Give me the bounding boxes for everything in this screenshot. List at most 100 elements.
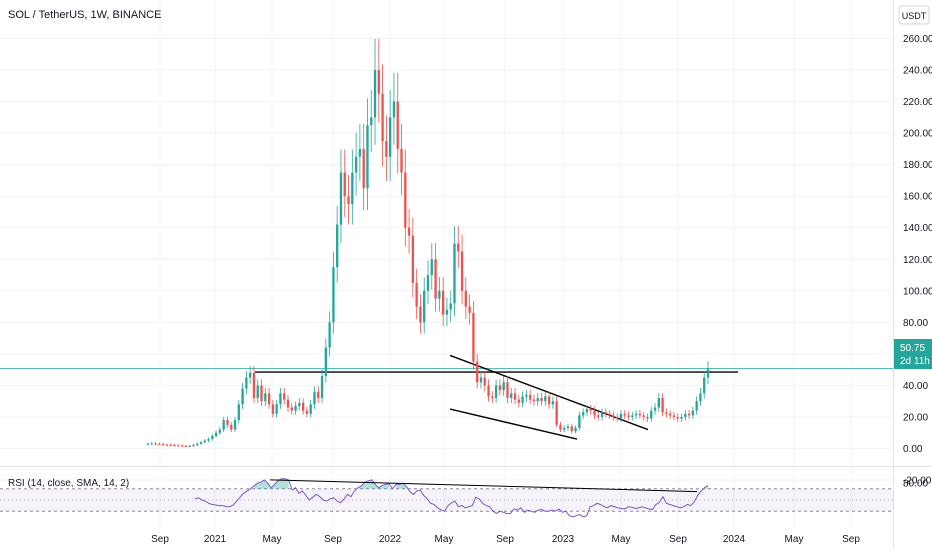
candle [419, 294, 422, 334]
candles [146, 38, 710, 448]
candle [695, 396, 698, 415]
candle [286, 394, 290, 412]
rsi-pane: 80.00 [0, 478, 928, 518]
candle [627, 411, 630, 421]
candle [154, 442, 157, 446]
candle [680, 413, 683, 422]
price-axis: 260.00 240.00 220.00 200.00 180.00 160.00 140.… [903, 34, 932, 487]
currency-button[interactable]: USDT [898, 5, 930, 25]
candle [676, 413, 679, 422]
candle [256, 379, 259, 404]
candle [517, 394, 520, 408]
candle [388, 89, 392, 182]
candle [600, 408, 604, 421]
time-tick-label: Sep [496, 534, 514, 545]
candle [449, 290, 452, 322]
rsi-trendline[interactable] [269, 479, 698, 493]
candle [252, 365, 256, 404]
time-axis: Sep 2021 May Sep 2022 May Sep 2023 May Sep 2024 May… [151, 534, 860, 545]
candle [222, 416, 225, 433]
last-price-tag: 50.75 2d 11h [894, 339, 932, 369]
candle [199, 440, 203, 446]
candle [218, 427, 222, 435]
candle [309, 399, 312, 418]
candle [214, 430, 218, 438]
candle [551, 396, 555, 409]
trendline[interactable] [449, 408, 578, 440]
candle [634, 410, 638, 419]
candle [423, 277, 426, 334]
price-tick-label: 240.00 [903, 66, 932, 77]
rsi-tick-label: 80.00 [903, 479, 928, 490]
candle [404, 149, 407, 247]
candle [438, 277, 441, 312]
bar-countdown: 2d 11h [900, 356, 930, 367]
price-tick-label: 180.00 [903, 160, 932, 171]
candle [180, 444, 184, 448]
candle [196, 442, 199, 447]
candle [298, 398, 301, 411]
candle [264, 387, 267, 406]
candle [445, 297, 449, 327]
candle [203, 439, 206, 444]
price-tick-label: 140.00 [903, 223, 932, 234]
candle [146, 442, 150, 446]
price-tick-label: 100.00 [903, 286, 932, 297]
candle [294, 401, 297, 415]
time-tick-label: Sep [324, 534, 342, 545]
candle [275, 399, 278, 418]
price-tick-label: -20.00 [903, 476, 932, 487]
candle [540, 393, 543, 406]
candle [411, 217, 415, 298]
candle [706, 361, 710, 385]
candle [608, 410, 611, 419]
candle [407, 209, 411, 254]
rsi-title: RSI (14, close, SMA, 14, 2) [8, 478, 129, 489]
candle [415, 268, 418, 319]
candle [513, 387, 517, 405]
time-tick-label: Sep [151, 534, 169, 545]
candle [457, 226, 460, 269]
candle [544, 391, 547, 406]
price-tick-label: 0.00 [903, 444, 923, 455]
price-tick-label: 80.00 [903, 318, 928, 329]
candle [468, 294, 471, 325]
candle [317, 386, 320, 404]
candle [566, 423, 570, 431]
candle [381, 64, 384, 167]
candle [479, 370, 483, 389]
candle [169, 443, 172, 447]
candle [188, 444, 191, 448]
candle [366, 98, 369, 211]
candle [385, 115, 388, 182]
candle [487, 379, 490, 402]
candle [305, 406, 309, 418]
time-tick-label: 2022 [379, 534, 402, 545]
candle [267, 387, 271, 409]
candle [661, 393, 664, 417]
candle [464, 277, 468, 319]
grid [0, 0, 893, 528]
candle [510, 387, 513, 404]
candle [177, 444, 180, 447]
candle [396, 72, 399, 174]
candle [691, 406, 695, 419]
candle [241, 382, 244, 409]
candle [332, 251, 335, 334]
candle [555, 396, 558, 428]
candle [536, 393, 539, 406]
symbol-title[interactable]: SOL / TetherUS, 1W, BINANCE [8, 9, 161, 21]
candle [528, 389, 532, 405]
candle [245, 370, 248, 395]
candle [460, 234, 464, 305]
candle [521, 391, 524, 408]
candle [642, 411, 645, 421]
last-price-value: 50.75 [900, 343, 925, 354]
price-tick-label: 160.00 [903, 192, 932, 203]
candle [161, 442, 165, 446]
candle [430, 243, 433, 290]
candle [604, 408, 608, 418]
candle [574, 425, 577, 434]
candle [703, 370, 706, 399]
